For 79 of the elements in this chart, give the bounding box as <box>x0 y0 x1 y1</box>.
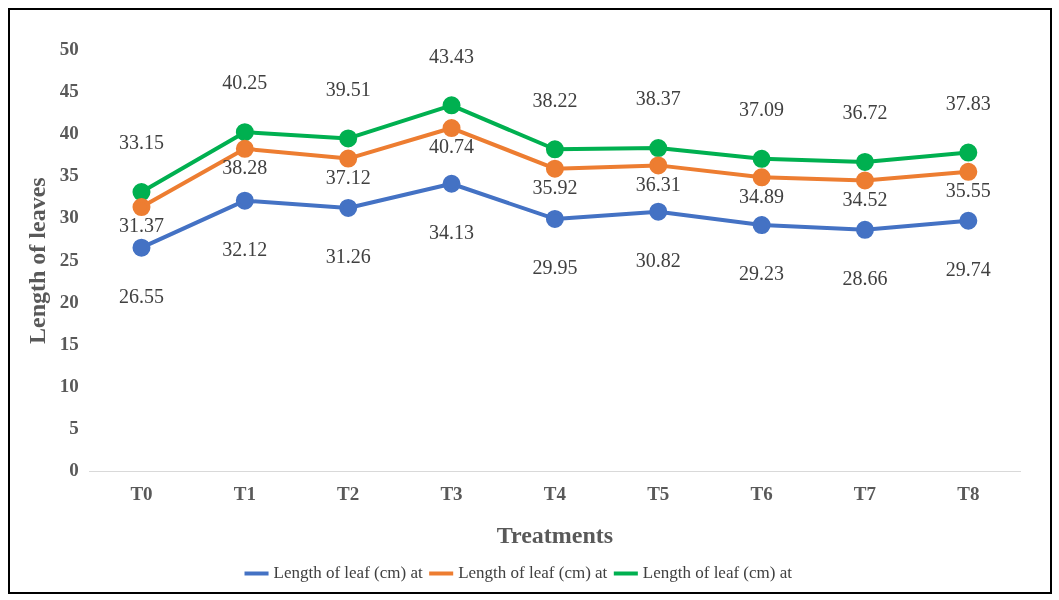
x-tick-label: T1 <box>233 482 256 504</box>
point <box>235 191 254 210</box>
point <box>442 174 461 193</box>
point <box>442 96 461 115</box>
y-axis-title: Length of leaves <box>23 177 50 345</box>
data-label: 29.95 <box>532 256 578 279</box>
data-label: 35.55 <box>945 179 991 202</box>
data-label: 36.31 <box>635 172 681 195</box>
y-tick-label: 45 <box>59 80 79 102</box>
data-label: 33.15 <box>118 131 164 154</box>
data-label: 35.92 <box>532 175 578 198</box>
x-tick-label: T6 <box>750 482 773 504</box>
data-label: 36.72 <box>842 101 888 124</box>
data-label: 40.74 <box>429 135 475 158</box>
data-label: 34.89 <box>739 184 785 207</box>
point <box>339 129 358 148</box>
x-tick-label: T4 <box>543 482 567 504</box>
point <box>959 211 978 230</box>
data-label: 30.82 <box>635 248 681 271</box>
y-tick-label: 10 <box>59 375 79 397</box>
y-tick-label: 35 <box>59 164 79 186</box>
point <box>235 123 254 142</box>
x-tick-label: T7 <box>853 482 877 504</box>
point <box>752 216 771 235</box>
y-tick-label: 30 <box>59 206 79 228</box>
y-tick-label: 50 <box>59 37 79 59</box>
data-label: 38.37 <box>635 87 681 110</box>
point <box>959 143 978 162</box>
data-label: 29.74 <box>945 258 991 280</box>
x-tick-label: T3 <box>440 482 463 504</box>
point <box>855 220 874 239</box>
point <box>855 171 874 190</box>
data-label: 26.55 <box>118 284 164 307</box>
data-label: 40.25 <box>222 71 268 94</box>
data-label: 43.43 <box>429 44 475 67</box>
point <box>132 183 151 202</box>
data-label: 37.09 <box>739 98 785 121</box>
y-tick-label: 0 <box>69 459 79 481</box>
data-label: 38.22 <box>532 88 578 111</box>
point <box>339 198 358 217</box>
point <box>752 149 771 168</box>
x-tick-label: T8 <box>957 482 980 504</box>
x-tick-label: T0 <box>130 482 153 504</box>
legend-label: Length of leaf (cm) at <box>458 562 608 582</box>
x-axis-title: Treatments <box>496 521 614 548</box>
data-label: 34.52 <box>842 187 888 210</box>
point <box>959 162 978 181</box>
point <box>649 156 668 175</box>
point <box>752 168 771 187</box>
point <box>235 139 254 158</box>
x-tick-label: T5 <box>647 482 670 504</box>
y-tick-label: 40 <box>59 122 79 144</box>
y-tick-label: 20 <box>59 290 79 312</box>
data-label: 29.23 <box>739 262 785 285</box>
point <box>132 238 151 257</box>
point <box>855 152 874 171</box>
point <box>545 209 564 228</box>
y-tick-label: 25 <box>59 248 79 270</box>
y-tick-label: 15 <box>59 332 79 354</box>
point <box>545 159 564 178</box>
data-label: 31.26 <box>325 245 371 268</box>
data-label: 28.66 <box>842 267 888 290</box>
x-tick-label: T2 <box>337 482 360 504</box>
data-label: 39.51 <box>325 77 371 100</box>
point <box>649 202 668 221</box>
legend-label: Length of leaf (cm) at <box>273 562 423 582</box>
y-tick-label: 5 <box>69 417 79 439</box>
point <box>442 119 461 138</box>
point <box>545 140 564 159</box>
data-label: 34.13 <box>429 221 475 243</box>
data-label: 37.12 <box>325 165 371 188</box>
data-label: 31.37 <box>118 214 164 237</box>
data-label: 38.28 <box>222 156 268 179</box>
data-label: 37.83 <box>945 91 991 114</box>
legend-label: Length of leaf (cm) at <box>642 562 793 582</box>
point <box>649 139 668 158</box>
data-label: 32.12 <box>222 237 268 260</box>
point <box>339 149 358 168</box>
point <box>132 198 151 217</box>
